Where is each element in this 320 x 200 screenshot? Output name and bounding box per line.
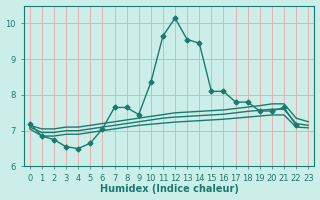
X-axis label: Humidex (Indice chaleur): Humidex (Indice chaleur) [100,184,238,194]
